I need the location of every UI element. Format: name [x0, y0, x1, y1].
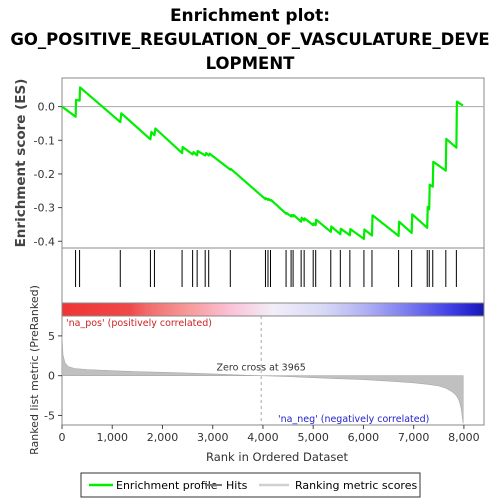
metric-y-tick-label: 5 [48, 330, 55, 343]
x-tick-label: 8,000 [448, 431, 480, 444]
x-tick-label: 4,000 [247, 431, 279, 444]
x-tick-label: 0 [59, 431, 66, 444]
na-pos-label: 'na_pos' (positively correlated) [66, 318, 212, 329]
hits-panel-frame [61, 247, 485, 304]
x-tick-label: 6,000 [348, 431, 380, 444]
metric-y-tick-label: -5 [44, 409, 55, 422]
metric-y-axis-label: Ranked list metric (PreRanked) [28, 285, 41, 455]
es-y-tick-label: -0.3 [34, 202, 55, 215]
x-axis-label: Rank in Ordered Dataset [206, 450, 349, 464]
ranking-metric-area [61, 335, 464, 424]
x-tick-label: 1,000 [96, 431, 128, 444]
es-y-tick-label: -0.4 [34, 235, 55, 248]
metric-y-tick-label: 0 [48, 370, 55, 383]
x-tick-label: 3,000 [197, 431, 229, 444]
legend: Enrichment profile Hits Ranking metric s… [80, 472, 421, 498]
es-panel: 0.0 -0.1 -0.2 -0.3 -0.4 Enrichment score (ES… [13, 77, 485, 249]
es-y-tick-label: -0.2 [34, 168, 55, 181]
metric-panel: 5 0 -5 'na_pos' (positively correlated) 'n… [28, 285, 485, 455]
rank-color-bar [61, 302, 485, 317]
legend-label-ranking-metric: Ranking metric scores [295, 479, 417, 492]
enrichment-profile-line [61, 86, 464, 240]
metric-panel-frame [61, 315, 485, 426]
zero-cross-label: Zero cross at 3965 [217, 363, 306, 374]
es-y-axis-label: Enrichment score (ES) [13, 79, 29, 248]
hits-panel [61, 247, 485, 304]
chart-title-line-2: GO_POSITIVE_REGULATION_OF_VASCULATURE_DE… [10, 30, 489, 49]
chart-title-line-1: Enrichment plot: [170, 6, 330, 26]
x-tick-label: 2,000 [147, 431, 179, 444]
legend-frame [80, 472, 421, 498]
es-y-tick-label: 0.0 [38, 101, 56, 114]
es-y-tick-label: -0.1 [34, 134, 55, 147]
chart-title-line-3: LOPMENT [206, 54, 296, 73]
x-tick-label: 5,000 [297, 431, 329, 444]
legend-label-hits: Hits [226, 479, 248, 492]
legend-label-enrichment-profile: Enrichment profile [116, 479, 218, 492]
x-tick-label: 7,000 [398, 431, 430, 444]
x-axis: 0 1,000 2,000 3,000 4,000 5,000 6,000 7,000 8,00… [59, 425, 480, 444]
na-neg-label: 'na_neg' (negatively correlated) [278, 414, 429, 425]
